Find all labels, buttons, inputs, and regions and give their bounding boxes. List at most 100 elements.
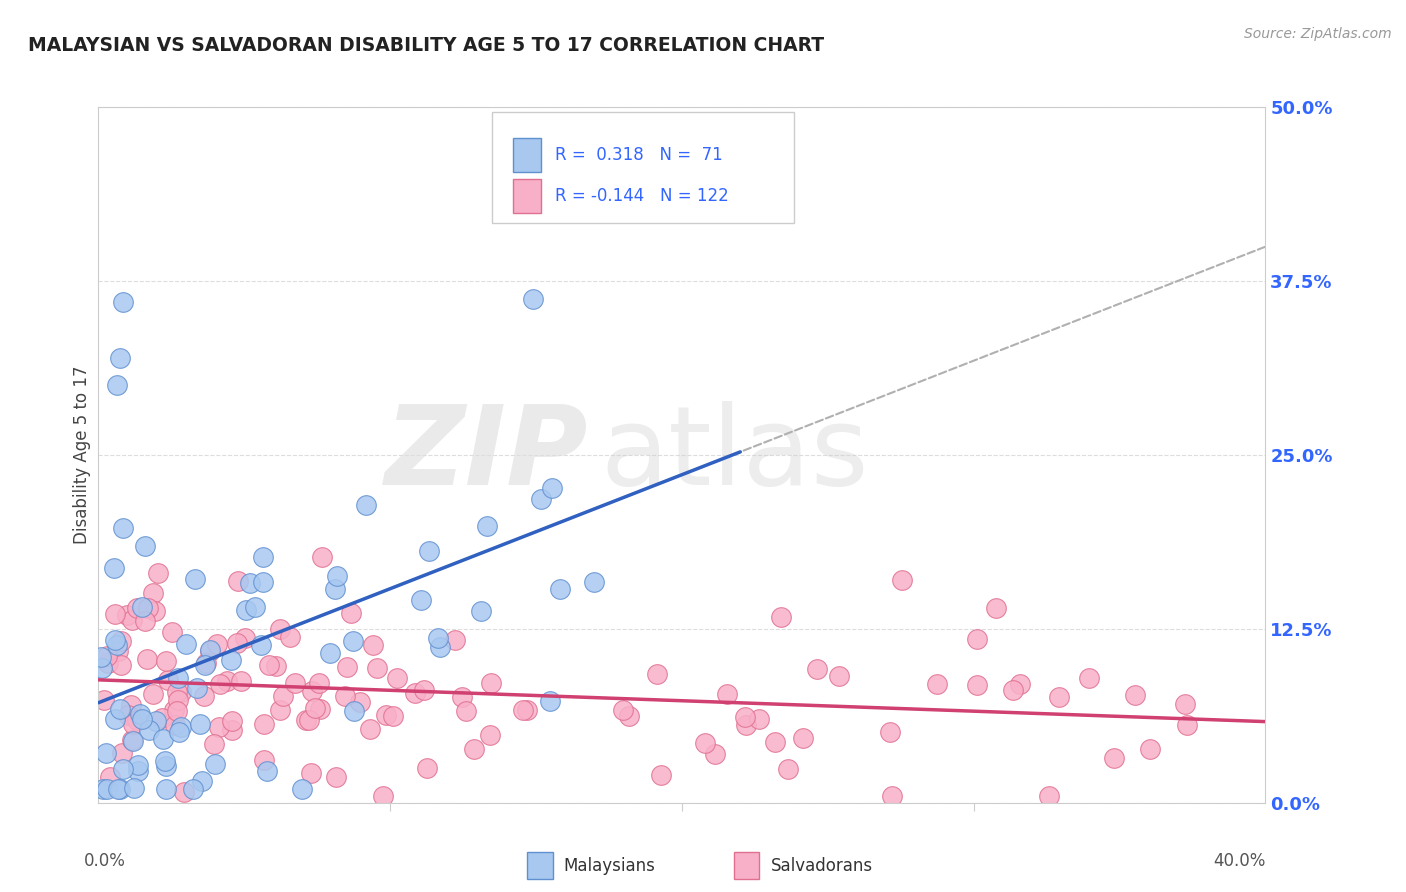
Point xyxy=(763,734,786,748)
Point xyxy=(444,633,467,648)
Point xyxy=(257,658,280,673)
Point xyxy=(311,549,333,564)
Point xyxy=(226,574,249,588)
Point xyxy=(169,725,191,739)
Point xyxy=(174,637,197,651)
Point xyxy=(512,703,534,717)
Point xyxy=(373,789,395,803)
Point xyxy=(96,648,118,663)
Point xyxy=(693,737,716,751)
Point xyxy=(160,624,183,639)
Point xyxy=(91,781,114,796)
Point xyxy=(416,761,439,775)
Point xyxy=(253,717,276,731)
Text: Salvadorans: Salvadorans xyxy=(770,857,873,875)
Point xyxy=(188,717,211,731)
Y-axis label: Disability Age 5 to 17: Disability Age 5 to 17 xyxy=(73,366,91,544)
Point xyxy=(450,690,472,704)
Point xyxy=(166,704,188,718)
Point xyxy=(125,713,148,727)
Point xyxy=(239,575,262,590)
Point xyxy=(104,607,127,621)
Text: Malaysians: Malaysians xyxy=(564,857,655,875)
Point xyxy=(111,746,134,760)
Point xyxy=(107,644,129,658)
Point xyxy=(155,654,177,668)
Point xyxy=(225,635,247,649)
Point xyxy=(538,693,561,707)
Point xyxy=(193,689,215,703)
Text: Source: ZipAtlas.com: Source: ZipAtlas.com xyxy=(1244,27,1392,41)
Text: atlas: atlas xyxy=(600,401,869,508)
Point xyxy=(879,725,901,739)
Point xyxy=(110,658,132,673)
Point xyxy=(541,481,564,495)
Point xyxy=(250,639,273,653)
Point xyxy=(734,718,756,732)
Point xyxy=(90,650,112,665)
Point xyxy=(184,573,207,587)
Point xyxy=(170,720,193,734)
Point xyxy=(198,644,221,658)
Point xyxy=(381,709,404,723)
Point xyxy=(142,586,165,600)
Point xyxy=(134,614,156,628)
Point xyxy=(142,688,165,702)
Point xyxy=(205,637,228,651)
Point xyxy=(122,717,145,731)
Point xyxy=(463,741,485,756)
Point xyxy=(1078,671,1101,685)
Point xyxy=(284,676,307,690)
Point xyxy=(429,640,451,654)
Text: ZIP: ZIP xyxy=(385,401,589,508)
Point xyxy=(479,676,502,690)
Point xyxy=(200,643,222,657)
Point xyxy=(167,693,190,707)
Point xyxy=(127,758,149,772)
Point xyxy=(278,630,301,644)
Point xyxy=(298,713,321,727)
Point xyxy=(1002,682,1025,697)
Point xyxy=(404,685,426,699)
Point xyxy=(111,294,134,309)
Point xyxy=(107,781,129,796)
Point xyxy=(136,600,159,615)
Point xyxy=(233,631,256,645)
Point xyxy=(117,708,139,723)
Point xyxy=(219,653,242,667)
Point xyxy=(143,604,166,618)
Point xyxy=(121,732,143,747)
Point xyxy=(134,539,156,553)
Point xyxy=(104,633,127,648)
Point xyxy=(245,600,267,615)
Point xyxy=(110,634,132,648)
Text: MALAYSIAN VS SALVADORAN DISABILITY AGE 5 TO 17 CORRELATION CHART: MALAYSIAN VS SALVADORAN DISABILITY AGE 5… xyxy=(28,36,824,54)
Point xyxy=(323,582,346,596)
Text: R =  0.318   N =  71: R = 0.318 N = 71 xyxy=(555,146,723,164)
Point xyxy=(194,656,217,670)
Point xyxy=(163,703,186,717)
Point xyxy=(194,657,217,672)
Point xyxy=(891,573,914,587)
Point xyxy=(1123,688,1146,702)
Point xyxy=(97,656,120,670)
Point xyxy=(456,704,478,718)
Point xyxy=(516,703,538,717)
Point xyxy=(157,673,180,687)
Point xyxy=(252,550,274,565)
Point xyxy=(155,759,177,773)
Point xyxy=(186,681,208,695)
Point xyxy=(1139,742,1161,756)
Point xyxy=(301,684,323,698)
Point xyxy=(325,569,347,583)
Point xyxy=(145,714,167,728)
Point xyxy=(111,762,134,776)
Point xyxy=(806,662,828,676)
Point xyxy=(136,651,159,665)
Point xyxy=(94,747,117,761)
Point xyxy=(221,714,243,728)
Point xyxy=(557,184,579,198)
Point xyxy=(309,702,332,716)
Point xyxy=(426,632,449,646)
Point xyxy=(115,607,138,622)
